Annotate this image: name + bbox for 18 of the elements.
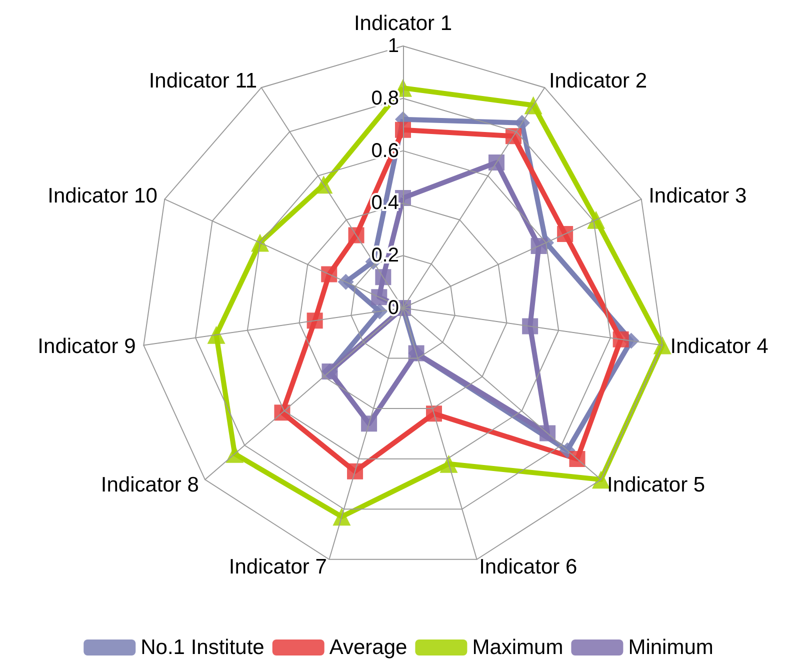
spoke-label: Indicator 1 [354, 12, 452, 36]
y-tick-label: 1 [388, 35, 399, 57]
spoke-label: Indicator 8 [100, 473, 199, 496]
legend-label: Maximum [472, 636, 564, 659]
spoke-label: Indicator 3 [648, 184, 747, 208]
y-tick-label: 0.4 [371, 192, 399, 214]
spoke-label: Indicator 10 [48, 184, 158, 208]
y-tick-label: 0.2 [371, 244, 399, 267]
spoke-label: Indicator 11 [148, 69, 258, 92]
legend-label: No.1 Institute [140, 636, 264, 659]
spoke-label: Indicator 5 [607, 473, 706, 496]
spoke-label: Indicator 2 [548, 69, 648, 92]
spoke-label: Indicator 7 [228, 556, 327, 579]
spoke-label: Indicator 4 [670, 334, 769, 358]
spoke-label: Indicator 9 [38, 334, 136, 358]
legend-label: Minimum [628, 636, 714, 659]
legend-label: Average [329, 636, 408, 659]
spoke-label: Indicator 6 [479, 556, 578, 579]
